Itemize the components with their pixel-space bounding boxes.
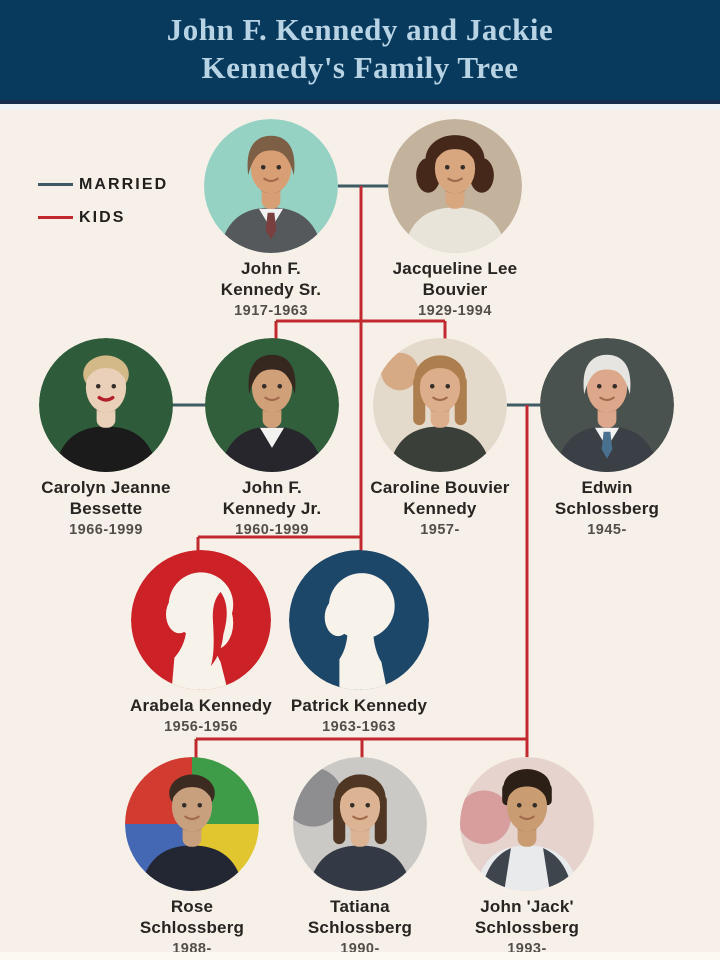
person-name-line2: Schlossberg (474, 918, 580, 937)
person-name-line2: Bessette (69, 499, 143, 518)
person-label: Rose Schlossberg 1988- (86, 896, 298, 958)
legend-kids-label: KIDS (79, 209, 126, 226)
person-node-jack: John 'Jack' Schlossberg 1993- (460, 757, 594, 957)
person-name: Arabela Kennedy (95, 695, 307, 716)
person-node-carolyn: Carolyn Jeanne Bessette 1966-1999 (39, 338, 173, 538)
person-node-jackie: Jacqueline Lee Bouvier 1929-1994 (388, 119, 522, 319)
photo-caroline (373, 338, 507, 472)
person-name-line1: Tatiana (330, 897, 390, 916)
header-divider (0, 104, 720, 110)
photo-jfk-jr (205, 338, 339, 472)
person-name: Jacqueline Lee Bouvier (349, 258, 561, 300)
person-name: John F. Kennedy Jr. (166, 477, 378, 519)
footer-strip (0, 952, 720, 960)
page-title-line1: John F. Kennedy and Jackie (166, 12, 554, 47)
person-label: Edwin Schlossberg 1945- (501, 477, 713, 539)
person-label: John 'Jack' Schlossberg 1993- (421, 896, 633, 958)
person-label: Jacqueline Lee Bouvier 1929-1994 (349, 258, 561, 320)
person-years: 1956-1956 (164, 719, 238, 735)
person-name-line1: John 'Jack' (480, 897, 574, 916)
person-name: Edwin Schlossberg (501, 477, 713, 519)
person-years: 1917-1963 (234, 303, 308, 319)
person-name-line1: Arabela Kennedy (130, 696, 272, 715)
photo-jackie (388, 119, 522, 253)
person-label: Patrick Kennedy 1963-1963 (253, 695, 465, 736)
person-years: 1966-1999 (69, 522, 143, 538)
header-banner: John F. Kennedy and Jackie Kennedy's Fam… (0, 0, 720, 104)
person-label: John F. Kennedy Jr. 1960-1999 (166, 477, 378, 539)
kids-line-swatch (38, 216, 73, 219)
photo-jfk-sr (204, 119, 338, 253)
person-name-line2: Schlossberg (554, 499, 660, 518)
photo-rose (125, 757, 259, 891)
person-years: 1957- (420, 522, 460, 538)
person-label: Arabela Kennedy 1956-1956 (95, 695, 307, 736)
person-name-line1: Patrick Kennedy (290, 696, 428, 715)
person-node-jfk-jr: John F. Kennedy Jr. 1960-1999 (205, 338, 339, 538)
person-name-line2: Kennedy Jr. (222, 499, 322, 518)
person-node-caroline: Caroline Bouvier Kennedy 1957- (370, 338, 509, 538)
page-title: John F. Kennedy and Jackie Kennedy's Fam… (0, 0, 720, 87)
person-label: John F. Kennedy Sr. 1917-1963 (165, 258, 377, 320)
person-node-arabela: Arabela Kennedy 1956-1956 (130, 550, 272, 735)
photo-edwin (540, 338, 674, 472)
person-name: John 'Jack' Schlossberg (421, 896, 633, 938)
person-name-line1: Rose (170, 897, 214, 916)
photo-carolyn (39, 338, 173, 472)
person-node-edwin: Edwin Schlossberg 1945- (540, 338, 674, 538)
photo-tatiana (293, 757, 427, 891)
person-label: Carolyn Jeanne Bessette 1966-1999 (0, 477, 212, 539)
person-name-line1: Carolyn Jeanne (41, 478, 171, 497)
person-node-patrick: Patrick Kennedy 1963-1963 (289, 550, 429, 735)
photo-jack (460, 757, 594, 891)
person-name-line1: Edwin (581, 478, 633, 497)
person-node-rose: Rose Schlossberg 1988- (125, 757, 259, 957)
person-name-line1: John F. (241, 259, 301, 278)
person-years: 1945- (587, 522, 627, 538)
boy-silhouette-icon (289, 550, 429, 690)
person-name: Tatiana Schlossberg (254, 896, 466, 938)
person-node-tatiana: Tatiana Schlossberg 1990- (293, 757, 427, 957)
person-name-line1: Jacqueline Lee (392, 259, 518, 278)
person-name-line2: Kennedy Sr. (220, 280, 322, 299)
page-title-line2: Kennedy's Family Tree (201, 50, 519, 85)
person-name-line2: Bouvier (422, 280, 488, 299)
person-name-line2: Kennedy (403, 499, 477, 518)
person-name: John F. Kennedy Sr. (165, 258, 377, 300)
person-years: 1929-1994 (418, 303, 492, 319)
person-years: 1963-1963 (322, 719, 396, 735)
girl-silhouette-icon (131, 550, 271, 690)
person-label: Caroline Bouvier Kennedy 1957- (334, 477, 546, 539)
married-line-swatch (38, 183, 73, 186)
person-years: 1960-1999 (235, 522, 309, 538)
person-name: Carolyn Jeanne Bessette (0, 477, 212, 519)
person-node-jfk-sr: John F. Kennedy Sr. 1917-1963 (204, 119, 338, 319)
person-name-line2: Schlossberg (139, 918, 245, 937)
person-name-line1: Caroline Bouvier (370, 478, 510, 497)
person-name: Patrick Kennedy (253, 695, 465, 716)
person-name-line1: John F. (242, 478, 302, 497)
person-name: Rose Schlossberg (86, 896, 298, 938)
person-name: Caroline Bouvier Kennedy (334, 477, 546, 519)
person-name-line2: Schlossberg (307, 918, 413, 937)
legend-married-label: MARRIED (79, 176, 169, 193)
person-label: Tatiana Schlossberg 1990- (254, 896, 466, 958)
